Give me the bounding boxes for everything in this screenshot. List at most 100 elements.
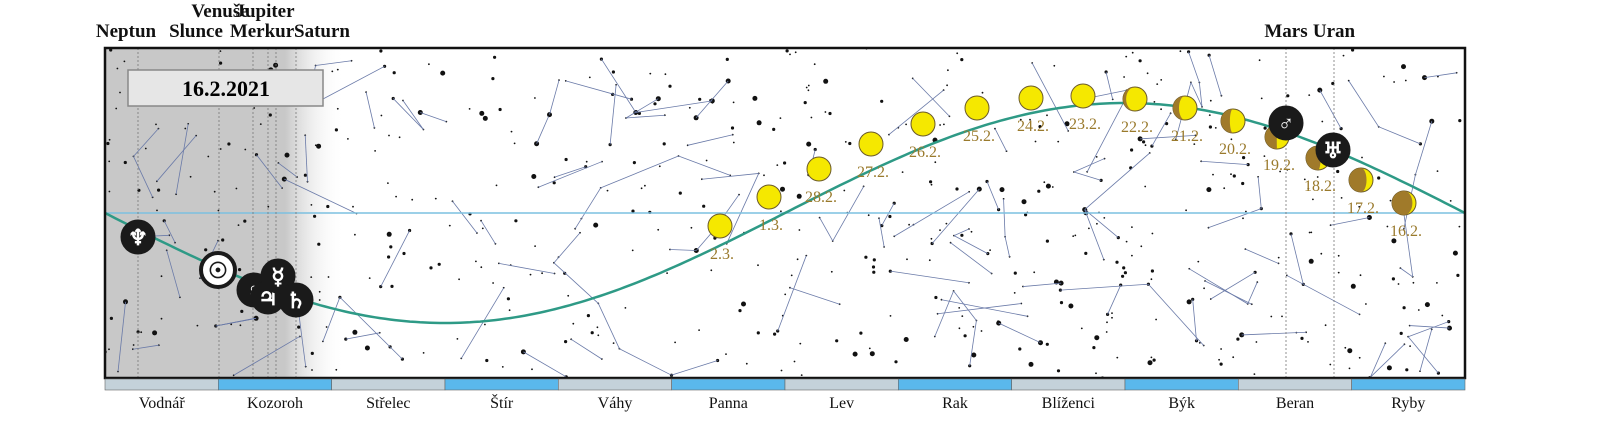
constellation-line xyxy=(601,58,637,113)
planet-symbol: ♄ xyxy=(286,288,306,313)
constellation-line xyxy=(1086,93,1129,172)
star xyxy=(780,186,785,192)
star xyxy=(207,155,210,158)
star xyxy=(1281,315,1283,318)
constellation-line xyxy=(670,249,697,251)
star xyxy=(1447,325,1452,331)
star xyxy=(803,101,807,105)
constellation-line xyxy=(1407,336,1439,374)
zodiac-segment xyxy=(444,378,559,391)
star xyxy=(698,329,700,331)
star xyxy=(1270,315,1273,318)
star xyxy=(1391,238,1397,244)
star xyxy=(864,255,868,259)
constellation-line xyxy=(452,201,478,234)
star xyxy=(123,60,126,63)
star xyxy=(1179,50,1182,53)
planet-name: Neptun xyxy=(96,21,157,42)
star xyxy=(631,209,635,213)
constellation-line xyxy=(1105,71,1114,100)
constellation-line xyxy=(635,100,713,113)
moon-date: 25.2. xyxy=(963,128,995,145)
star xyxy=(529,273,532,276)
star xyxy=(631,249,634,252)
star xyxy=(859,331,863,335)
star xyxy=(852,351,858,357)
star xyxy=(331,70,334,73)
star xyxy=(1080,327,1083,330)
star xyxy=(668,84,672,88)
moon-date: 1.3. xyxy=(759,217,783,234)
star xyxy=(240,309,244,313)
star xyxy=(1092,346,1096,350)
star xyxy=(1307,341,1309,343)
star xyxy=(1307,187,1310,190)
moon-shadow xyxy=(1349,168,1367,192)
star xyxy=(482,115,488,121)
constellation-line xyxy=(1204,280,1252,305)
constellation-line xyxy=(1378,126,1421,145)
star xyxy=(653,102,657,106)
star xyxy=(1358,356,1361,359)
star xyxy=(763,174,765,177)
star xyxy=(456,338,459,340)
star xyxy=(1347,348,1353,354)
star xyxy=(1018,347,1022,351)
star xyxy=(1187,50,1191,54)
star xyxy=(752,95,758,101)
constellation-line xyxy=(937,303,1022,315)
map-frame xyxy=(103,46,1467,380)
star xyxy=(239,324,242,327)
constellation-line xyxy=(1004,236,1010,257)
star xyxy=(1277,256,1280,259)
constellation-line xyxy=(1409,325,1450,329)
constellation-line xyxy=(480,220,496,244)
star xyxy=(1038,125,1042,129)
star xyxy=(437,262,441,266)
star xyxy=(805,86,808,89)
star xyxy=(780,369,783,372)
constellation-line xyxy=(1022,282,1062,287)
moon xyxy=(707,213,733,239)
star xyxy=(1402,306,1406,310)
star xyxy=(531,174,537,179)
constellation-line xyxy=(1257,176,1262,209)
star xyxy=(1361,156,1363,159)
star xyxy=(1389,199,1392,202)
zodiac-segment xyxy=(1011,378,1126,391)
star xyxy=(664,73,667,76)
star xyxy=(1160,79,1163,81)
star xyxy=(725,353,727,355)
zodiac-name: Lev xyxy=(829,395,854,412)
star xyxy=(1131,226,1133,229)
star xyxy=(1218,358,1220,361)
planet-symbol: ♆ xyxy=(128,225,148,250)
date-box xyxy=(127,69,324,107)
star xyxy=(793,360,796,363)
star xyxy=(284,152,290,158)
star xyxy=(1151,232,1154,235)
star xyxy=(674,341,676,344)
star xyxy=(655,96,661,102)
moon-shadow xyxy=(1123,87,1135,111)
star xyxy=(1153,101,1156,103)
constellation-line xyxy=(420,112,447,122)
star xyxy=(1013,271,1017,275)
planet-name: Jupiter xyxy=(235,1,295,22)
constellation-line xyxy=(1188,51,1200,83)
star xyxy=(1045,239,1049,243)
constellation-line xyxy=(1319,89,1342,129)
star xyxy=(730,126,735,130)
constellation-line xyxy=(609,84,617,145)
star xyxy=(1260,97,1263,100)
star xyxy=(123,160,127,165)
moon xyxy=(964,95,990,121)
constellation-line xyxy=(133,128,159,157)
star xyxy=(481,227,484,230)
star xyxy=(596,326,599,329)
star xyxy=(930,237,933,240)
star xyxy=(230,323,233,326)
planet-name: Uran xyxy=(1313,21,1356,42)
star xyxy=(479,110,485,116)
star xyxy=(705,159,708,162)
